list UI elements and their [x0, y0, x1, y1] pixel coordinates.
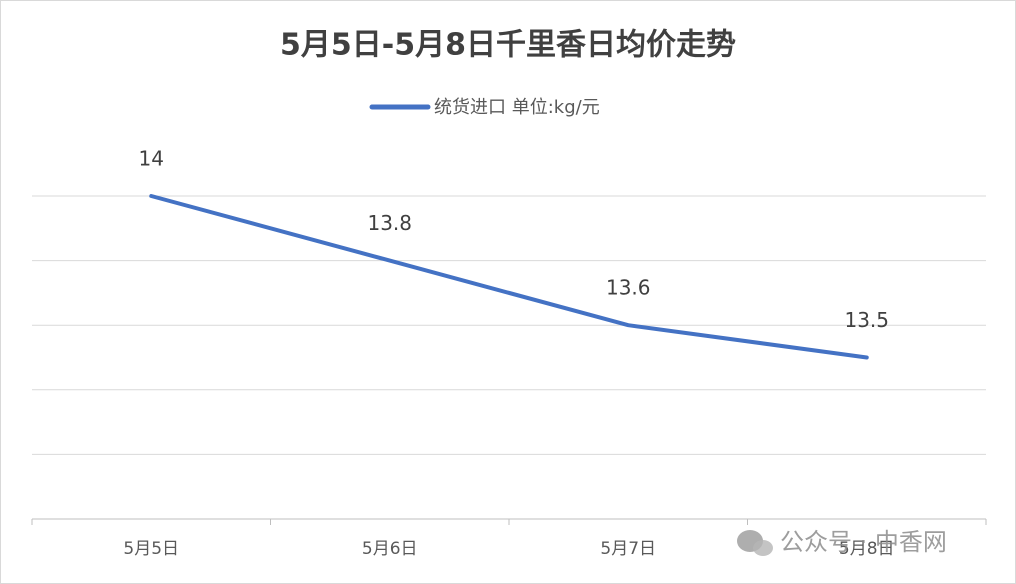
x-tick-label: 5月7日 [600, 539, 656, 559]
x-tick-label: 5月5日 [123, 539, 179, 559]
data-label: 13.6 [606, 276, 651, 300]
data-line [149, 194, 869, 360]
watermark-icon [753, 540, 773, 556]
watermark: 公众号 · 中香网 [780, 528, 947, 556]
legend-label: 统货进口 单位:kg/元 [434, 97, 600, 118]
chart-title: 5月5日-5月8日千里香日均价走势 [280, 28, 736, 63]
data-label: 13.8 [367, 211, 412, 235]
data-label: 14 [139, 147, 164, 171]
x-tick-label: 5月8日 [839, 539, 895, 559]
x-tick-label: 5月6日 [362, 539, 418, 559]
data-label: 13.5 [844, 308, 889, 332]
